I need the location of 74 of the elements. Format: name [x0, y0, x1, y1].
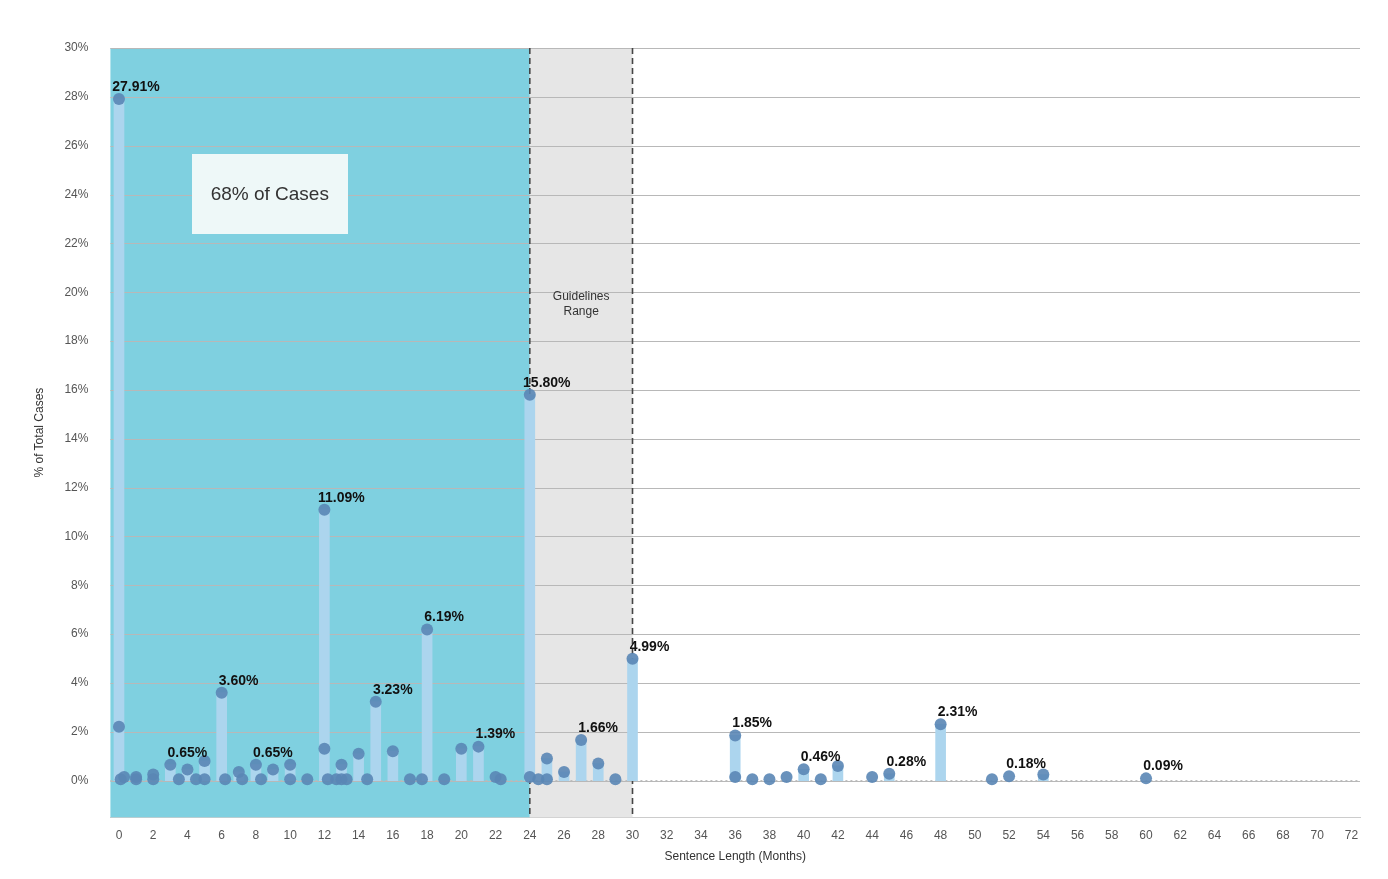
- data-label: 4.99%: [629, 637, 670, 654]
- data-label: 15.80%: [523, 373, 572, 390]
- x-tick-label: 66: [1242, 827, 1256, 842]
- data-label: 6.19%: [424, 608, 465, 625]
- data-label: 1.39%: [475, 725, 516, 742]
- y-tick-label: 8%: [71, 577, 89, 592]
- x-tick-label: 0: [115, 827, 123, 842]
- x-tick-label: 72: [1344, 827, 1359, 842]
- y-tick-label: 16%: [64, 382, 89, 397]
- x-tick-label: 54: [1036, 827, 1051, 842]
- x-tick-label: 62: [1173, 827, 1188, 842]
- x-tick-label: 50: [968, 827, 982, 842]
- x-tick-label: 12: [317, 827, 332, 842]
- x-tick-label: 16: [386, 827, 400, 842]
- x-tick-label: 38: [762, 827, 777, 842]
- data-label: 0.18%: [1006, 755, 1047, 772]
- text-box: 68% of Cases: [191, 154, 348, 235]
- x-tick-label: 64: [1207, 827, 1222, 842]
- x-tick-label: 42: [831, 827, 845, 842]
- x-tick-label: 2: [149, 827, 157, 842]
- y-tick-label: 30%: [64, 40, 89, 55]
- y-tick-label: 14%: [64, 431, 89, 446]
- x-tick-label: 46: [899, 827, 914, 842]
- data-label: 1.66%: [578, 718, 619, 735]
- x-tick-label: 28: [591, 827, 606, 842]
- data-label: 11.09%: [318, 488, 366, 505]
- y-tick-label: 6%: [71, 626, 89, 641]
- x-tick-label: 14: [351, 827, 366, 842]
- y-tick-label: 18%: [64, 333, 89, 348]
- x-tick-label: 70: [1310, 827, 1325, 842]
- x-tick-label: 22: [488, 827, 503, 842]
- y-tick-label: 22%: [64, 235, 89, 250]
- x-tick-label: 56: [1070, 827, 1085, 842]
- data-label: 0.09%: [1143, 757, 1184, 774]
- x-axis-title: Sentence Length (Months): [664, 849, 806, 864]
- y-tick-label: 28%: [64, 89, 89, 104]
- y-tick-label: 20%: [64, 284, 89, 299]
- data-label: 3.23%: [372, 680, 414, 697]
- y-tick-label: 4%: [71, 675, 89, 690]
- x-tick-label: 8: [252, 827, 260, 842]
- x-tick-label: 18: [420, 827, 435, 842]
- data-label: 3.60%: [218, 671, 260, 688]
- x-tick-label: 48: [933, 827, 948, 842]
- band-label: Guidelines Range: [552, 289, 610, 319]
- x-tick-label: 60: [1139, 827, 1154, 842]
- y-axis-title: % of Total Cases: [31, 387, 46, 478]
- x-tick-label: 34: [694, 827, 708, 842]
- x-tick-label: 52: [1002, 827, 1017, 842]
- x-tick-label: 40: [797, 827, 811, 842]
- x-tick-label: 20: [454, 827, 469, 842]
- y-tick-label: 2%: [71, 724, 89, 739]
- x-tick-label: 44: [865, 827, 880, 842]
- data-label: 1.85%: [732, 714, 773, 731]
- x-tick-label: 30: [625, 827, 640, 842]
- data-label: 27.91%: [112, 77, 161, 94]
- x-tick-label: 4: [184, 827, 192, 842]
- y-tick-label: 12%: [64, 479, 89, 494]
- data-label: 0.65%: [167, 743, 208, 760]
- y-tick-label: 26%: [64, 137, 89, 152]
- x-tick-label: 24: [523, 827, 537, 842]
- x-tick-label: 26: [557, 827, 572, 842]
- data-label: 2.31%: [937, 703, 979, 720]
- data-label: 0.28%: [886, 752, 927, 769]
- data-label: 0.65%: [253, 743, 294, 760]
- x-tick-label: 10: [283, 827, 298, 842]
- x-tick-label: 6: [218, 827, 226, 842]
- x-tick-label: 32: [660, 827, 674, 842]
- y-tick-label: 0%: [71, 772, 89, 787]
- data-label: 0.46%: [800, 748, 842, 765]
- x-tick-label: 58: [1105, 827, 1119, 842]
- y-tick-label: 10%: [64, 528, 89, 543]
- y-tick-label: 24%: [64, 186, 89, 201]
- x-tick-label: 68: [1276, 827, 1290, 842]
- x-tick-label: 36: [728, 827, 743, 842]
